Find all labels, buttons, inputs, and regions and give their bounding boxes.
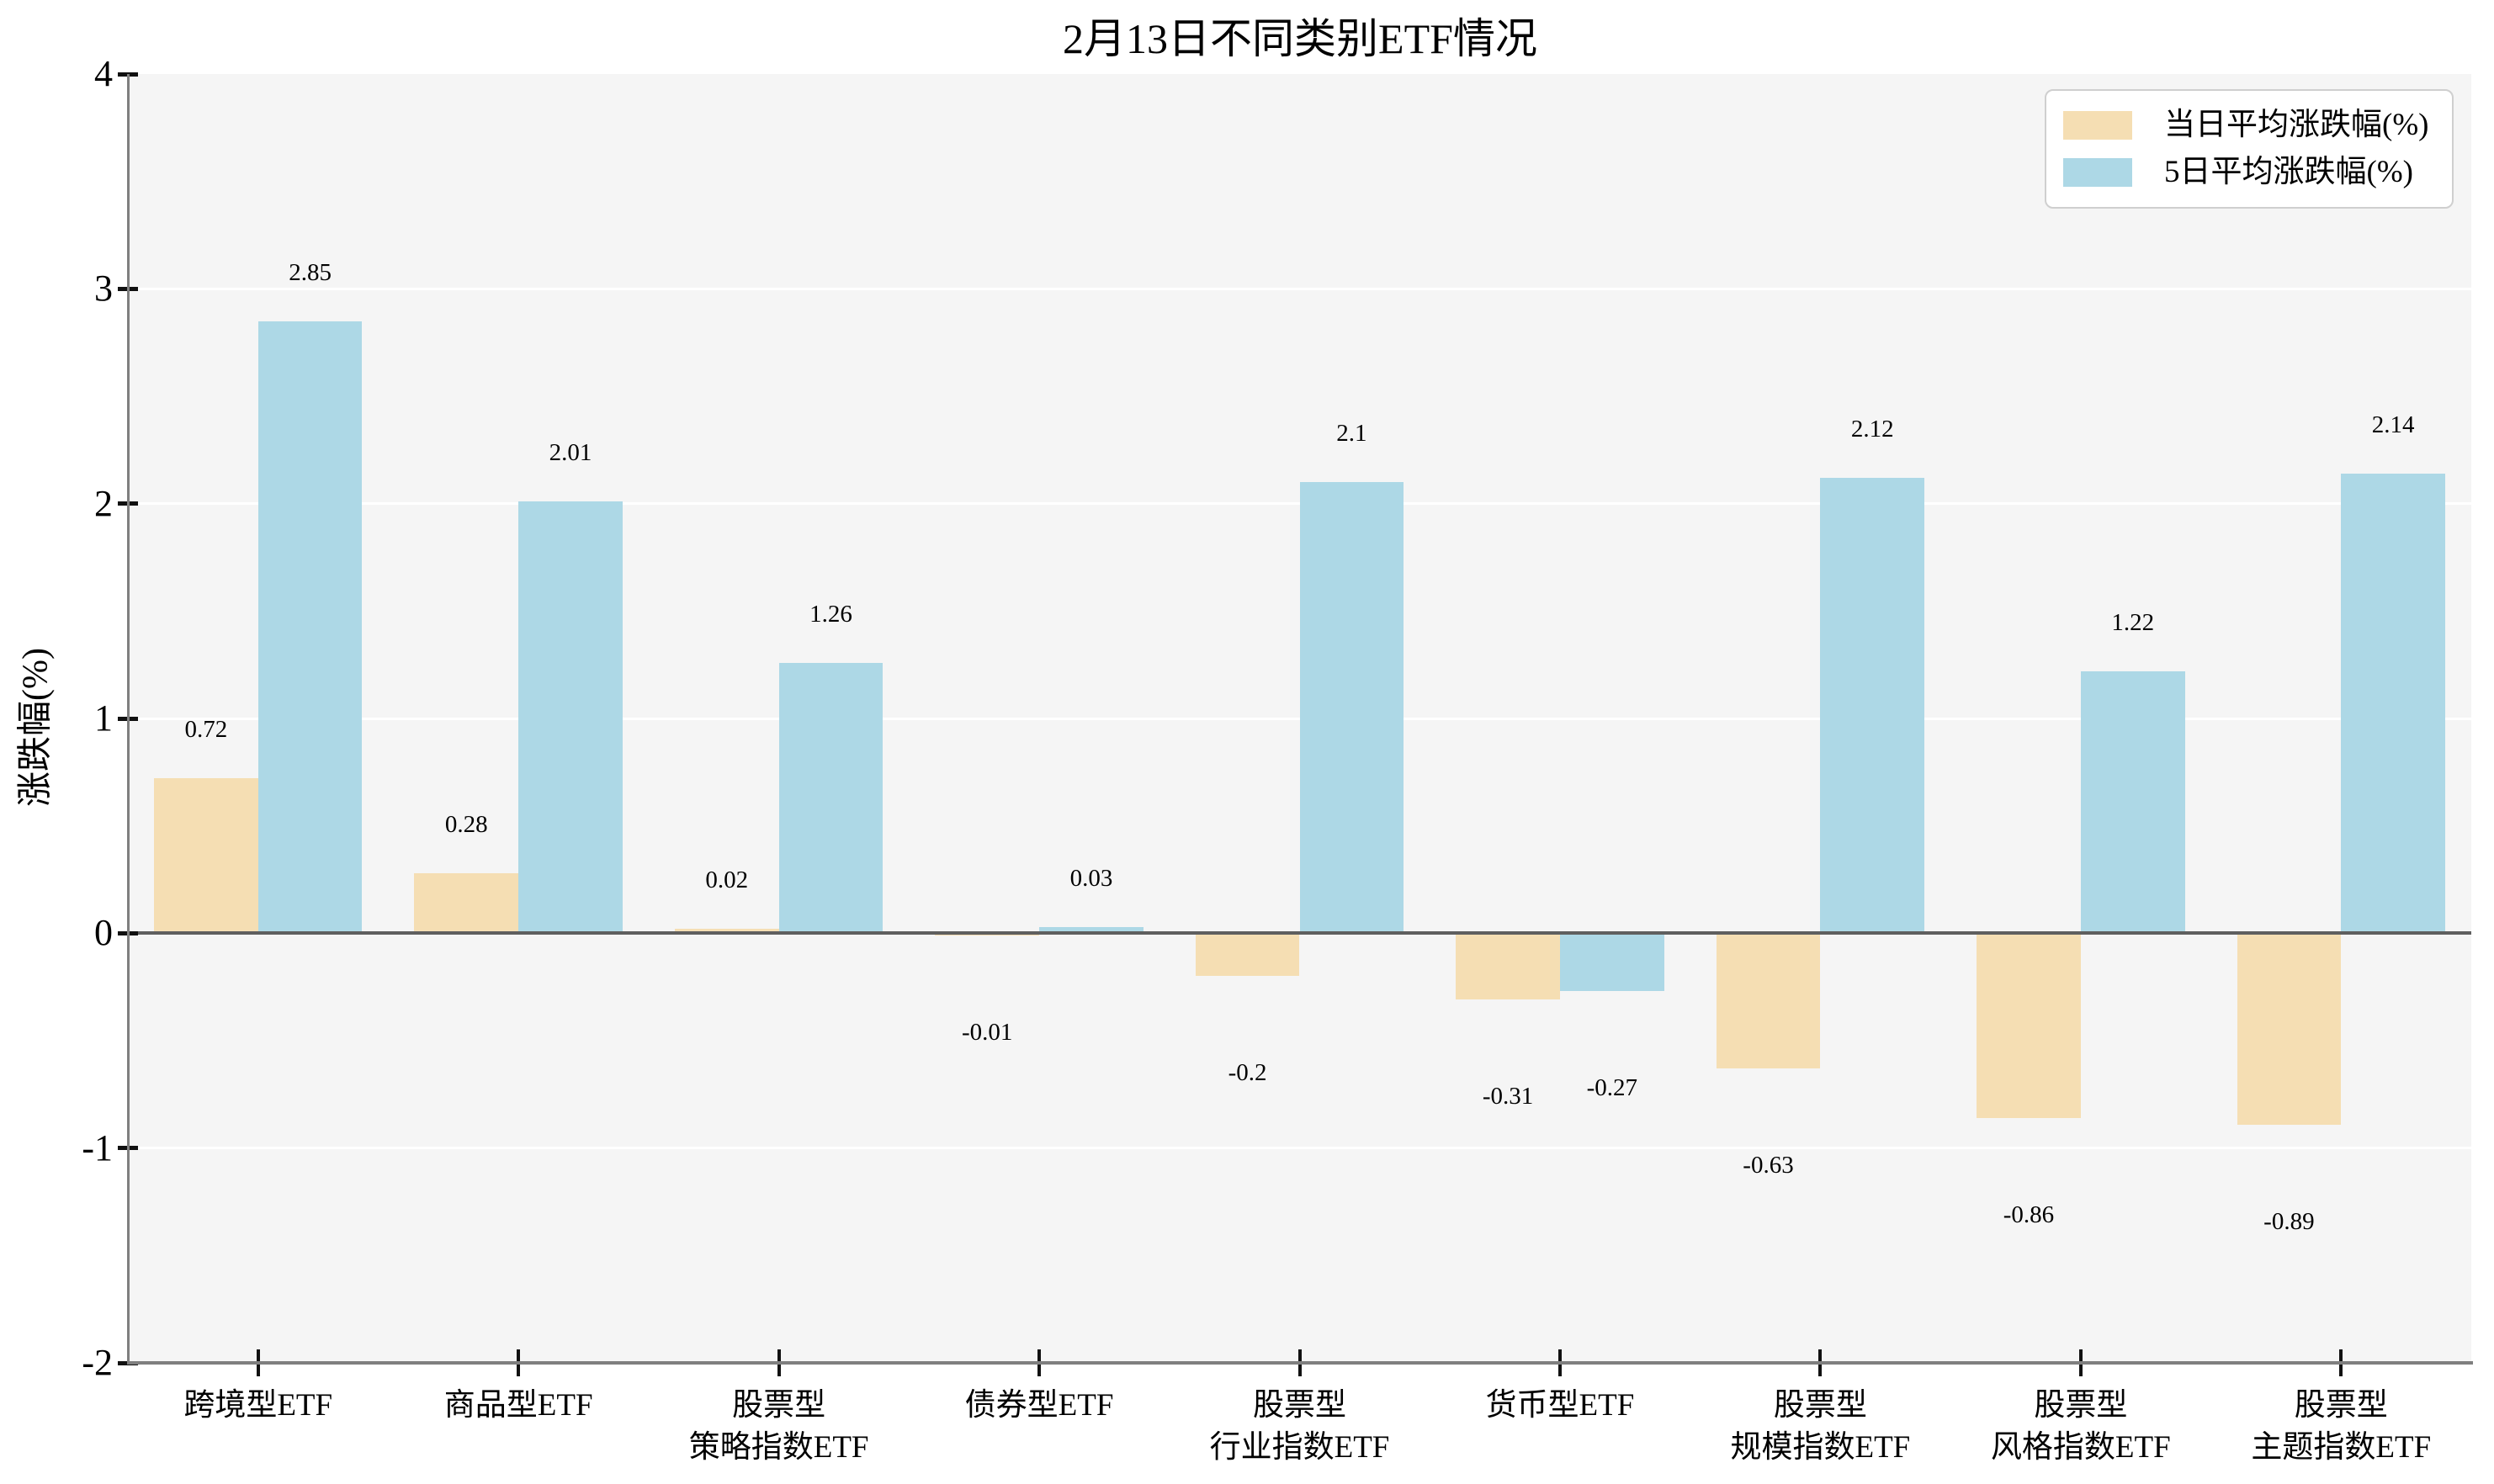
bar-daily-7	[1977, 933, 2081, 1118]
x-category-label: 货币型ETF	[1485, 1388, 1635, 1423]
x-category-label: 商品型ETF	[443, 1388, 593, 1423]
bar-value-label: 0.03	[1069, 864, 1113, 892]
bar-5day-1	[518, 501, 623, 934]
bar-value-label: 2.14	[2371, 411, 2415, 438]
bar-daily-6	[1716, 933, 1821, 1069]
bar-value-label: -0.2	[1228, 1059, 1267, 1087]
x-category-label: 股票型 主题指数ETF	[2251, 1388, 2432, 1465]
legend-item-5day: 5日平均涨跌幅(%)	[2063, 156, 2435, 189]
y-tick-label: 0	[94, 912, 113, 954]
bar-daily-4	[1195, 933, 1300, 977]
x-category-label: 股票型 行业指数ETF	[1209, 1388, 1390, 1465]
bar-value-label: 0.02	[705, 867, 749, 894]
bar-value-label: 2.12	[1850, 416, 1894, 443]
y-axis-title: 涨跌幅(%)	[16, 648, 56, 807]
y-tick-label: -1	[82, 1126, 113, 1169]
bar-daily-0	[153, 778, 258, 934]
bar-5day-6	[1820, 478, 1925, 934]
bar-value-label: 2.1	[1336, 420, 1367, 448]
y-tick-label: 3	[94, 268, 113, 310]
bar-value-label: 1.22	[2111, 608, 2155, 636]
grid-line	[128, 1147, 2471, 1150]
legend-swatch-daily-icon	[2063, 111, 2132, 140]
bar-5day-4	[1299, 482, 1404, 934]
bar-value-label: 2.01	[549, 439, 592, 467]
y-axis-spine	[127, 74, 130, 1365]
y-tick-label: 4	[94, 53, 113, 94]
bar-value-label: -0.63	[1743, 1152, 1794, 1179]
legend-label-daily: 当日平均涨跌幅(%)	[2164, 108, 2429, 142]
legend-label-5day: 5日平均涨跌幅(%)	[2164, 155, 2413, 189]
bar-daily-1	[414, 872, 519, 934]
bar-daily-8	[2237, 933, 2342, 1125]
legend-swatch-5day-icon	[2063, 158, 2132, 187]
bar-value-label: -0.01	[961, 1018, 1013, 1046]
bar-value-label: 0.72	[184, 716, 228, 744]
bar-value-label: 0.28	[444, 810, 488, 838]
legend-item-daily: 当日平均涨跌幅(%)	[2063, 109, 2435, 142]
y-tick-label: 2	[94, 482, 113, 524]
bar-5day-0	[257, 321, 363, 934]
bar-5day-2	[778, 662, 884, 934]
grid-line	[128, 287, 2471, 290]
x-category-label: 跨境型ETF	[183, 1388, 333, 1423]
bar-5day-5	[1559, 933, 1664, 992]
bar-value-label: 2.85	[289, 258, 332, 286]
x-category-label: 股票型 风格指数ETF	[1990, 1388, 2171, 1465]
bar-value-label: -0.86	[2003, 1200, 2055, 1228]
bar-5day-8	[2341, 473, 2446, 934]
bar-value-label: 1.26	[809, 600, 852, 628]
legend: 当日平均涨跌幅(%) 5日平均涨跌幅(%)	[2045, 89, 2454, 209]
zero-line	[128, 931, 2471, 935]
x-category-label: 债券型ETF	[964, 1388, 1114, 1423]
bar-value-label: -0.31	[1482, 1083, 1534, 1110]
x-axis-spine	[127, 1361, 2473, 1365]
x-category-label: 股票型 规模指数ETF	[1730, 1388, 1911, 1465]
x-category-label: 股票型 策略指数ETF	[688, 1388, 869, 1465]
bar-value-label: -0.89	[2263, 1207, 2315, 1235]
bar-daily-2	[674, 929, 779, 934]
y-tick-label: -2	[82, 1342, 113, 1383]
bar-value-label: -0.27	[1586, 1074, 1638, 1102]
bar-daily-5	[1456, 933, 1560, 1000]
bar-5day-7	[2080, 670, 2185, 934]
y-tick-label: 1	[94, 697, 113, 739]
chart-title: 2月13日不同类别ETF情况	[1063, 15, 1537, 62]
bar-5day-3	[1039, 926, 1144, 934]
